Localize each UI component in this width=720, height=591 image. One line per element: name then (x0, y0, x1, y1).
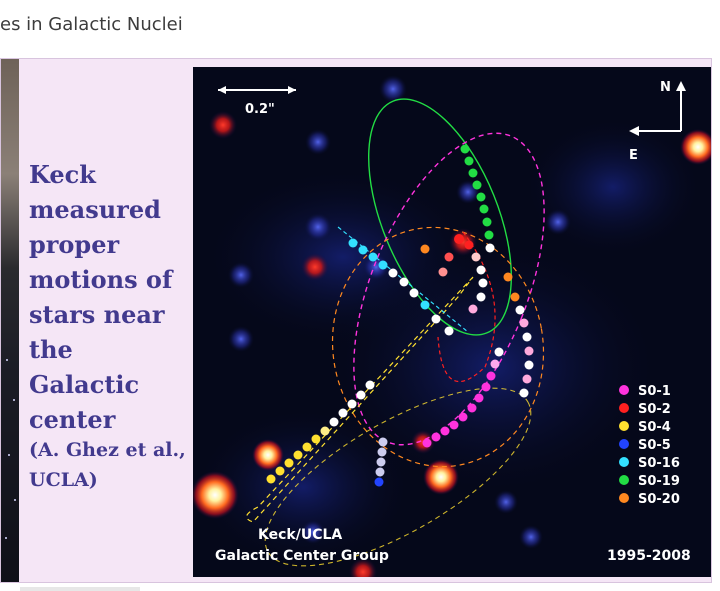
slide-text-line: center (29, 405, 116, 434)
legend-swatch (619, 421, 629, 431)
legend-label: S0-5 (638, 438, 671, 453)
compass-north-label: N (660, 80, 671, 95)
legend-label: S0-16 (638, 456, 680, 471)
legend-label: S0-20 (638, 492, 680, 507)
legend-swatch (619, 439, 629, 449)
s0-20-track (420, 244, 534, 398)
galactic-center-orbits-image: 0.2" N E S0-1 S0-2 S0-4 S0-5 S0-1 (193, 67, 711, 577)
legend-label: S0-2 (638, 402, 671, 417)
group-credit-line: Galactic Center Group (215, 548, 389, 564)
speaker-photo (1, 59, 19, 582)
year-range-label: 1995-2008 (607, 548, 691, 564)
legend-swatch (619, 475, 629, 485)
slide-text-line: motions of (29, 265, 173, 294)
s0-1-track (422, 347, 504, 448)
slide-credit: (A. Ghez et al., UCLA) (29, 435, 189, 495)
group-credit-line: Keck/UCLA (258, 527, 342, 543)
slide-text-line: the Galactic (29, 335, 140, 399)
slide-text-line: proper (29, 230, 120, 259)
compass-east-label: E (629, 148, 638, 163)
legend-label: S0-1 (638, 384, 671, 399)
slide-body-text: Keck measured proper motions of stars ne… (29, 157, 189, 437)
compass-icon: N E (629, 80, 686, 163)
legend-swatch (619, 457, 629, 467)
slide-text-line: measured (29, 195, 161, 224)
credit-line: (A. Ghez et al., (29, 439, 186, 461)
legend-swatch (619, 385, 629, 395)
credit-line: UCLA) (29, 469, 98, 491)
s0-5-track (374, 437, 388, 487)
orbit-figure-svg: 0.2" N E S0-1 S0-2 S0-4 S0-5 S0-1 (193, 67, 711, 577)
legend-label: S0-19 (638, 474, 680, 489)
scroll-indicator (20, 587, 140, 591)
s0-16-track (348, 238, 454, 336)
page-title: es in Galactic Nuclei (0, 14, 183, 35)
legend-swatch (619, 403, 629, 413)
legend-swatch (619, 493, 629, 503)
legend-label: S0-4 (638, 420, 671, 435)
slide-text-line: Keck (29, 160, 96, 189)
s0-4-track (266, 380, 375, 484)
s0-2-track (438, 234, 488, 314)
slide: Keck measured proper motions of stars ne… (0, 58, 712, 583)
figure-legend: S0-1 S0-2 S0-4 S0-5 S0-16 S0-19 S0-20 (619, 384, 680, 507)
scale-label: 0.2" (245, 102, 275, 117)
scale-bar: 0.2" (218, 86, 296, 117)
s0-19-track (460, 144, 495, 253)
slide-text-line: stars near (29, 300, 165, 329)
